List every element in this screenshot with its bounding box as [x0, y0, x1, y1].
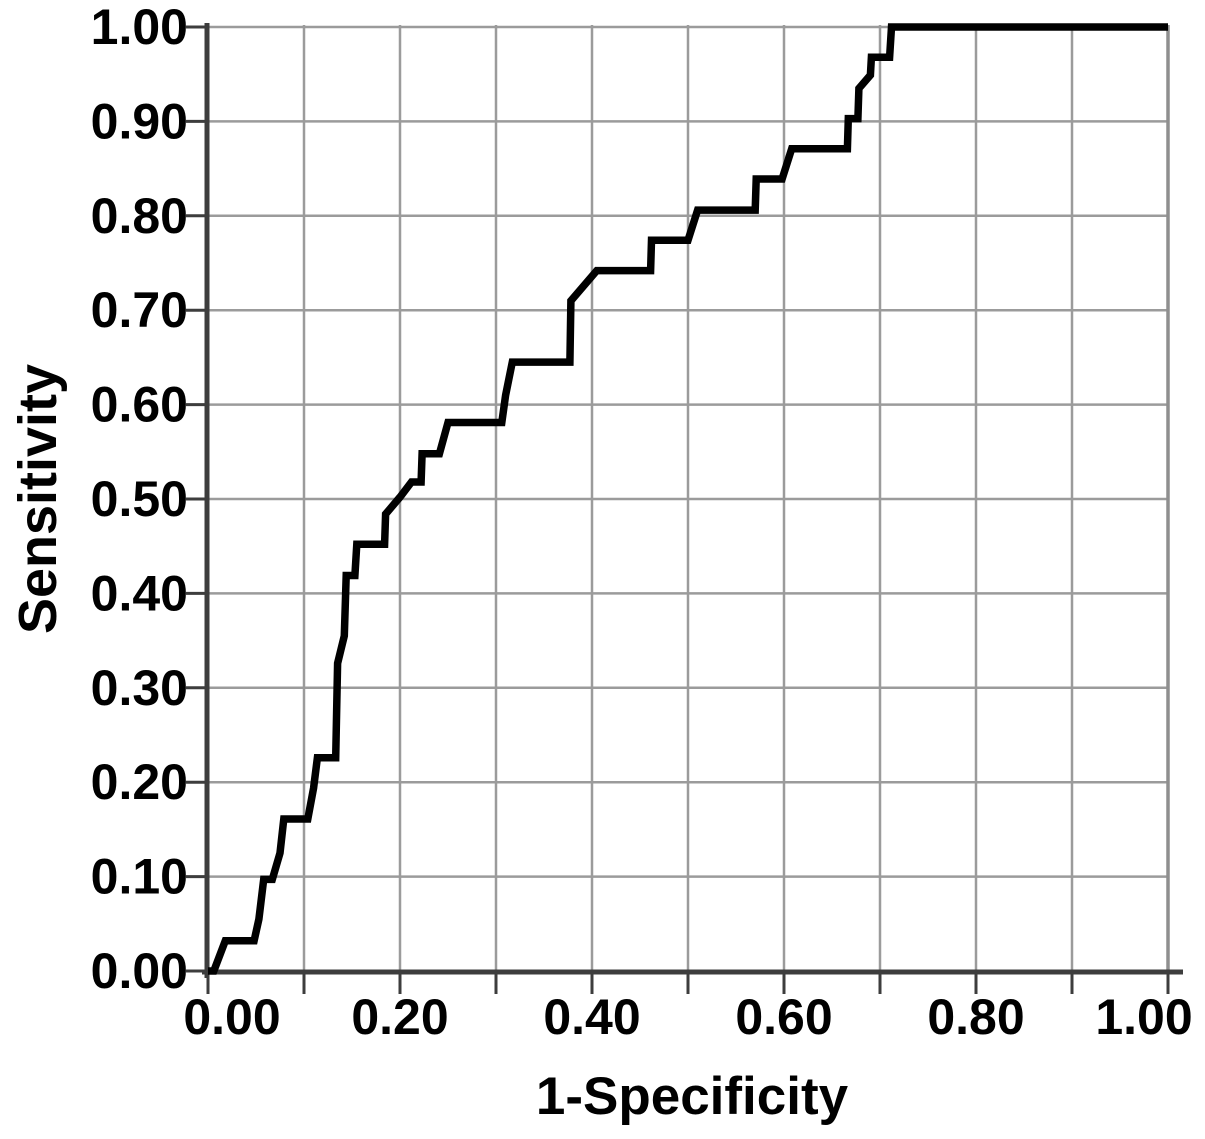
y-tick-label: 0.20 [91, 754, 188, 810]
y-axis-title: Sensitivity [8, 363, 68, 635]
y-tick-label: 0.60 [91, 377, 188, 433]
y-tick-label: 0.50 [91, 471, 188, 527]
y-tick-label: 0.70 [91, 282, 188, 338]
x-tick-label: 0.20 [351, 989, 448, 1045]
y-tick-label: 0.10 [91, 849, 188, 905]
y-tick-label: 0.30 [91, 660, 188, 716]
x-tick-label: 0.80 [927, 989, 1024, 1045]
y-tick-label: 0.80 [91, 188, 188, 244]
y-tick-label: 0.40 [91, 565, 188, 621]
x-tick-label: 0.40 [543, 989, 640, 1045]
y-tick-label: 0.90 [91, 93, 188, 149]
x-tick-label: 1.00 [1095, 989, 1192, 1045]
roc-curve-line [208, 23, 1168, 975]
x-axis-title: 1-Specificity [535, 1067, 849, 1126]
x-tick-label: 0.00 [183, 989, 280, 1045]
x-tick-label: 0.60 [735, 989, 832, 1045]
y-tick-label: 1.00 [91, 0, 188, 55]
y-tick-label: 0.00 [91, 943, 188, 999]
